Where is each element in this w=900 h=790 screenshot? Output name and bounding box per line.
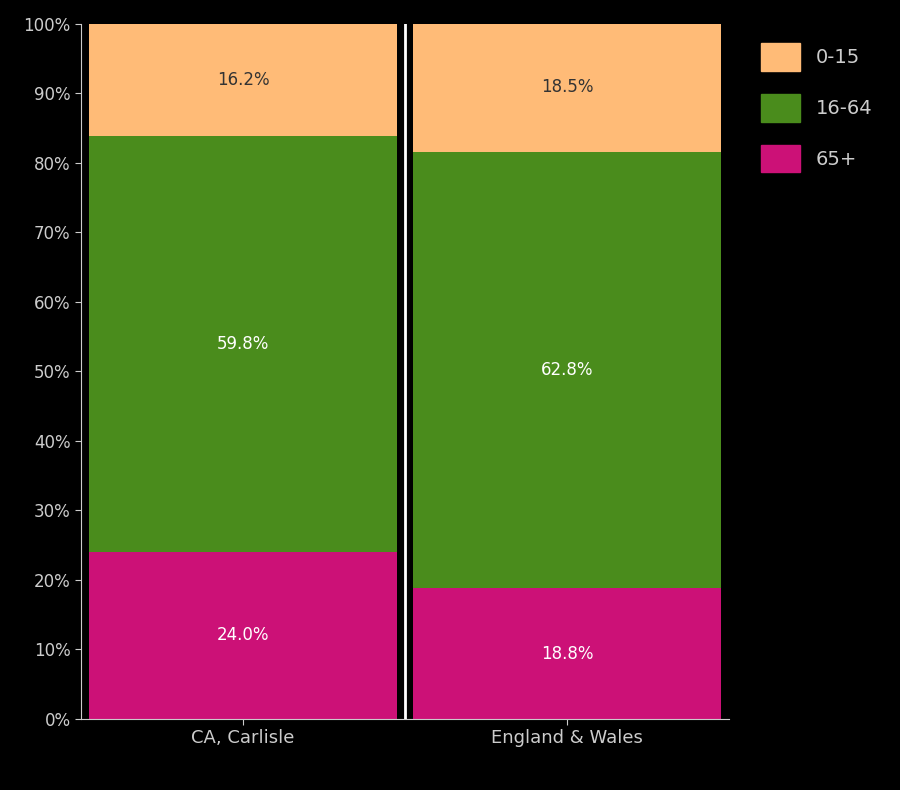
Bar: [89, 137, 397, 552]
Text: 59.8%: 59.8%: [217, 335, 269, 353]
Bar: [89, 24, 397, 137]
Text: 62.8%: 62.8%: [541, 361, 593, 379]
Text: 18.5%: 18.5%: [541, 78, 593, 96]
Legend: 0-15, 16-64, 65+: 0-15, 16-64, 65+: [752, 33, 882, 182]
Bar: [413, 152, 721, 589]
Bar: [89, 552, 397, 719]
Bar: [413, 23, 721, 152]
Text: 24.0%: 24.0%: [217, 626, 269, 645]
Text: 16.2%: 16.2%: [217, 71, 269, 89]
Bar: [413, 589, 721, 719]
Text: 18.8%: 18.8%: [541, 645, 593, 663]
